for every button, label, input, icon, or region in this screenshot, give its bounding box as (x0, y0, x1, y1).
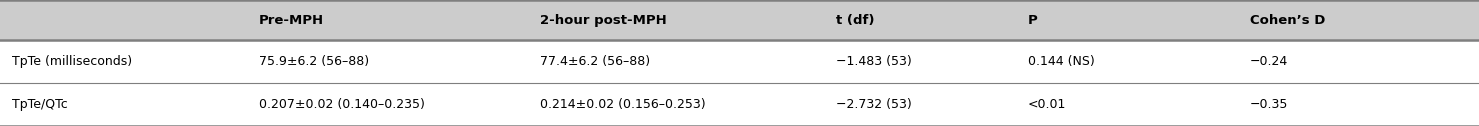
Text: −1.483 (53): −1.483 (53) (836, 55, 911, 68)
Text: 0.214±0.02 (0.156–0.253): 0.214±0.02 (0.156–0.253) (540, 98, 705, 111)
Text: −0.35: −0.35 (1250, 98, 1288, 111)
Text: −2.732 (53): −2.732 (53) (836, 98, 911, 111)
Text: 0.207±0.02 (0.140–0.235): 0.207±0.02 (0.140–0.235) (259, 98, 424, 111)
Text: 77.4±6.2 (56–88): 77.4±6.2 (56–88) (540, 55, 649, 68)
Text: 0.144 (NS): 0.144 (NS) (1028, 55, 1094, 68)
Text: t (df): t (df) (836, 14, 874, 27)
Bar (0, 0, 1479, 40)
Text: TpTe/QTc: TpTe/QTc (12, 98, 68, 111)
Text: 2-hour post-MPH: 2-hour post-MPH (540, 14, 667, 27)
Text: −0.24: −0.24 (1250, 55, 1288, 68)
Text: 75.9±6.2 (56–88): 75.9±6.2 (56–88) (259, 55, 368, 68)
Text: <0.01: <0.01 (1028, 98, 1066, 111)
Text: Pre-MPH: Pre-MPH (259, 14, 324, 27)
Text: TpTe (milliseconds): TpTe (milliseconds) (12, 55, 132, 68)
Text: P: P (1028, 14, 1038, 27)
Text: Cohen’s D: Cohen’s D (1250, 14, 1325, 27)
